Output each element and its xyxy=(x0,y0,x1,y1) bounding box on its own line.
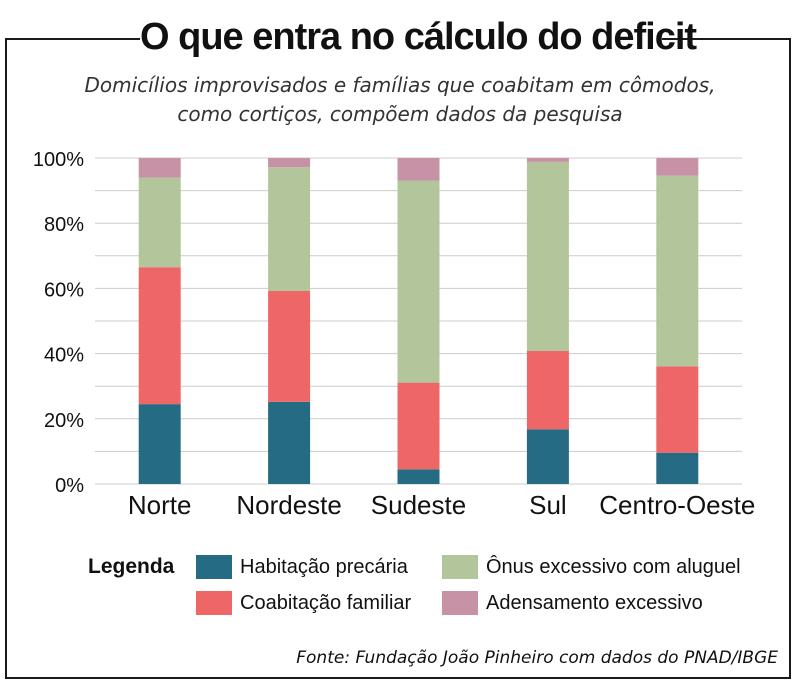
bar-segment xyxy=(656,366,699,453)
bar-segment xyxy=(138,404,181,484)
legend-label: Habitação precária xyxy=(240,555,408,578)
legend-item-coabitacao: Coabitação familiar xyxy=(196,591,411,615)
bar-segment xyxy=(656,175,699,367)
bar-segment xyxy=(138,158,181,178)
legend-label: Ônus excessivo com aluguel xyxy=(486,555,741,578)
bar-segment xyxy=(268,291,311,402)
legend-label: Adensamento excessivo xyxy=(486,591,703,614)
bar-segment xyxy=(268,401,311,484)
y-tick-label: 60% xyxy=(44,279,84,301)
legend-item-onus: Ônus excessivo com aluguel xyxy=(442,555,741,579)
legend-swatch xyxy=(442,555,478,579)
frame-border xyxy=(662,38,791,40)
bar-segment xyxy=(268,158,311,168)
bar-segment xyxy=(656,158,699,176)
x-tick-label: Sul xyxy=(529,490,567,520)
bar-segment xyxy=(526,350,569,430)
bar-segment xyxy=(526,158,569,162)
bar-segment xyxy=(138,267,181,405)
legend-item-habitacao: Habitação precária xyxy=(196,555,408,579)
chart-subtitle-line1: Domicílios improvisados e famílias que c… xyxy=(84,73,716,97)
y-tick-label: 20% xyxy=(44,410,84,432)
bar-segment xyxy=(397,382,440,470)
bar-segment xyxy=(397,180,440,383)
chart-title: O que entra no cálculo do deficit xyxy=(140,16,697,58)
y-tick-label: 80% xyxy=(44,214,84,236)
legend-item-adensamento: Adensamento excessivo xyxy=(442,591,703,615)
frame-border xyxy=(5,38,140,40)
bar-segment xyxy=(268,167,311,292)
bar-segment xyxy=(526,429,569,484)
x-tick-label: Nordeste xyxy=(236,490,342,520)
chart-frame xyxy=(5,38,791,679)
bar-segment xyxy=(138,177,181,268)
bar-segment xyxy=(397,158,440,181)
legend-swatch xyxy=(442,591,478,615)
legend-swatch xyxy=(196,591,232,615)
legend-label: Coabitação familiar xyxy=(240,591,412,614)
y-tick-label: 40% xyxy=(44,345,84,367)
bar-segment xyxy=(397,469,440,484)
x-tick-label: Centro-Oeste xyxy=(599,490,755,520)
y-tick-label: 0% xyxy=(55,475,84,497)
x-tick-label: Norte xyxy=(128,490,192,520)
bar-segment xyxy=(526,161,569,351)
legend-title: Legenda xyxy=(88,555,175,578)
legend-swatch xyxy=(196,555,232,579)
y-tick-label: 100% xyxy=(33,149,84,171)
source-note: Fonte: Fundação João Pinheiro com dados … xyxy=(296,648,778,668)
x-tick-label: Sudeste xyxy=(371,490,466,520)
bar-segment xyxy=(656,452,699,484)
chart-subtitle-line2: como cortiços, compõem dados da pesquisa xyxy=(177,102,623,126)
